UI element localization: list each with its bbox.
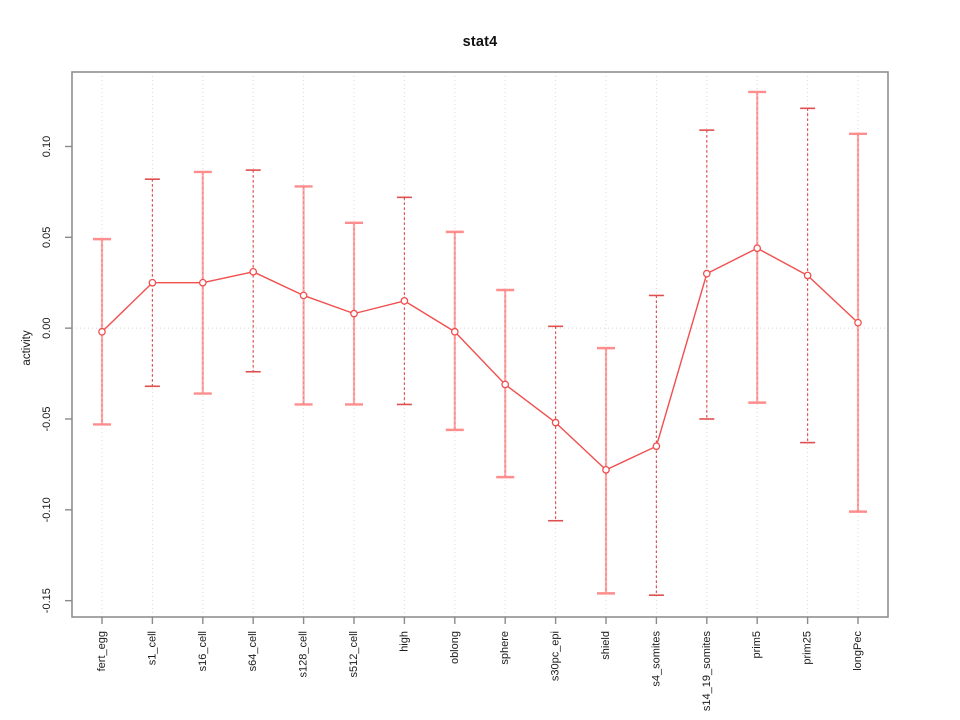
y-tick-label: -0.10 (41, 497, 53, 522)
y-tick-label: 0.05 (41, 227, 53, 248)
x-tick-label: s1_cell (146, 631, 158, 665)
data-point (249, 267, 258, 276)
x-tick-label: high (398, 631, 410, 652)
data-point (450, 327, 459, 336)
series-line (101, 247, 859, 471)
data-point (753, 244, 762, 253)
data-point (803, 271, 812, 280)
x-tick-label: s128_cell (298, 631, 310, 677)
y-tick-label: 0.00 (41, 317, 53, 338)
data-point (98, 327, 106, 336)
chart-title: stat4 (462, 34, 498, 50)
data-point (148, 278, 157, 287)
y-tick-label: 0.10 (41, 136, 53, 157)
x-tick-label: prim5 (751, 631, 763, 659)
x-tick-label: s512_cell (348, 631, 360, 677)
x-tick-label: s14_19_somites (701, 631, 713, 712)
y-tick-label: -0.15 (41, 588, 53, 613)
x-tick-label: fert_egg (96, 631, 108, 671)
data-point (198, 278, 207, 287)
x-tick-label: shield (600, 631, 612, 660)
y-tick-label: -0.05 (41, 406, 53, 431)
x-tick-label: oblong (449, 631, 461, 664)
x-tick-label: sphere (499, 631, 511, 665)
x-tick-label: s30pc_epi (550, 631, 562, 681)
x-tick-label: prim25 (802, 631, 814, 665)
x-tick-label: s16_cell (197, 631, 209, 671)
data-point (501, 380, 510, 389)
data-point (400, 297, 409, 305)
plot-frame (71, 71, 889, 618)
data-point (854, 318, 862, 327)
x-tick-label: longPec (852, 631, 864, 671)
data-point (350, 309, 358, 318)
x-tick-label: s64_cell (247, 631, 259, 671)
data-point (652, 442, 661, 451)
data-point (702, 269, 711, 278)
data-point (551, 418, 560, 427)
data-point (602, 465, 610, 474)
data-point (299, 291, 308, 300)
x-tick-label: s4_somites (650, 631, 662, 687)
